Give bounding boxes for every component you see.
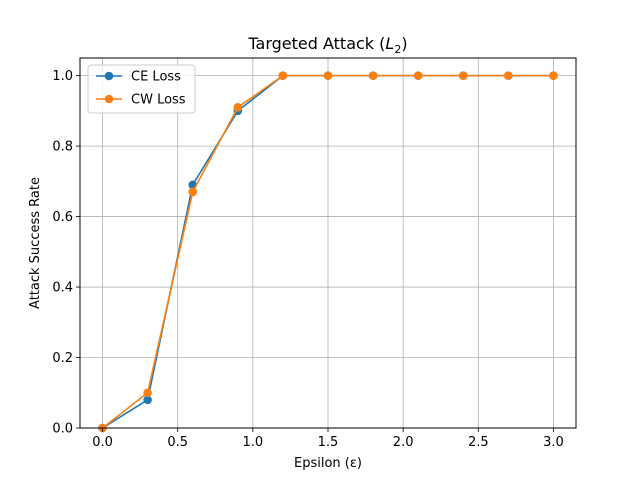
ticks: 0.0 0.5 1.0 1.5 2.0 2.5 3.0 0.0 0.2 0.4 0.6 0.8 1.0 [52,69,563,450]
chart-title-prefix: Targeted Attack ( [247,34,385,53]
chart-title: Targeted Attack (L2) [247,34,407,56]
chart-title-suffix: ) [401,34,407,53]
x-tick-label: 1.5 [318,435,339,450]
legend-ce-loss-label: CE Loss [131,70,181,85]
legend-cw-loss-label: CW Loss [131,93,186,108]
ce-loss-data-point [143,395,152,405]
x-tick-label: 0.5 [167,435,188,450]
x-tick-label: 3.0 [543,435,564,450]
cw-loss-data-point [368,71,378,80]
chart-title-sub: 2 [394,43,401,56]
legend: CE Loss CW Loss [87,64,196,114]
series-layer [98,71,558,433]
chart-title-var: L [385,34,394,53]
cw-loss-data-point [504,71,513,80]
x-tick-label: 2.0 [393,435,414,450]
cw-loss-data-point [458,71,468,80]
y-tick-label: 1.0 [52,69,73,84]
cw-loss-data-point [323,71,333,80]
legend-box [87,64,196,114]
cw-loss-data-point [278,71,288,80]
y-tick-label: 0.2 [52,351,73,366]
legend-ce-loss-marker [104,71,114,81]
cw-loss-data-point [188,187,198,197]
y-tick-label: 0.4 [52,281,73,296]
y-tick-label: 0.8 [52,140,73,155]
x-tick-label: 2.5 [468,435,489,450]
cw-loss-data-point [549,71,558,80]
x-axis-label: Epsilon (ε) [294,456,362,471]
y-tick-label: 0.0 [52,422,73,437]
y-axis-label: Attack Success Rate [28,177,43,309]
cw-loss-data-point [143,388,152,398]
x-tick-label: 1.0 [243,435,264,450]
cw-loss-data-point [233,103,243,112]
cw-loss-data-point [413,71,423,80]
legend-cw-loss-marker [104,94,114,104]
y-tick-label: 0.6 [52,210,73,225]
x-tick-label: 0.0 [92,435,113,450]
